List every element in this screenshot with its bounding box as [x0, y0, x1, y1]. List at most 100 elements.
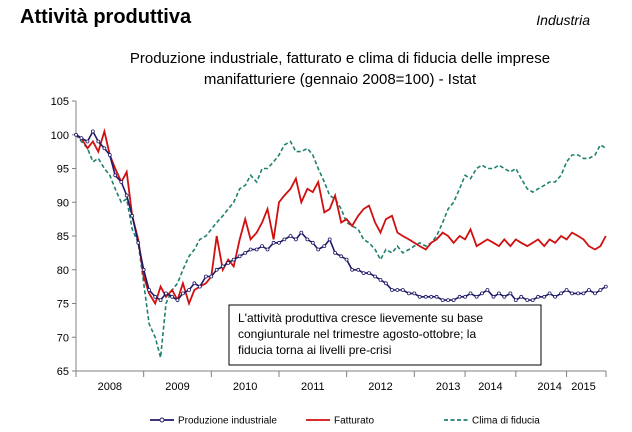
x-tick-label: 2011	[301, 381, 325, 393]
legend-label: Produzione industriale	[178, 416, 277, 427]
x-tick-label: 2014	[478, 381, 502, 393]
x-tick-label: 2015	[571, 381, 595, 393]
series-line-3	[75, 134, 607, 358]
series-point	[254, 247, 259, 252]
series-point	[271, 240, 276, 245]
y-tick-label: 100	[51, 130, 69, 142]
series-point	[378, 277, 383, 282]
series-point	[260, 244, 265, 249]
series-point	[220, 264, 225, 269]
series-point	[102, 146, 107, 151]
series-point	[119, 180, 124, 184]
y-tick-label: 70	[57, 332, 69, 344]
y-tick-label: 85	[57, 231, 69, 243]
chart-title-line-1: Produzione industriale, fatturato e clim…	[129, 50, 551, 67]
series-line-1	[75, 129, 607, 302]
series-point	[305, 237, 310, 242]
series-point	[187, 288, 191, 292]
series-point	[356, 267, 361, 272]
series-point	[231, 257, 236, 262]
annotation-box	[228, 304, 542, 366]
y-tick-label: 65	[57, 366, 69, 378]
series-point	[559, 291, 563, 296]
y-tick-label: 95	[57, 164, 69, 176]
series-point	[153, 294, 158, 299]
legend-label: Clima di fiducia	[472, 416, 540, 427]
series-point	[282, 237, 287, 242]
series-point	[333, 250, 338, 255]
series-point	[463, 294, 468, 299]
series-point	[107, 153, 112, 157]
series-point	[519, 294, 524, 299]
series-point	[248, 247, 253, 252]
series-point	[383, 281, 388, 286]
series-point	[513, 298, 518, 303]
series-point	[400, 288, 405, 292]
series-point	[226, 261, 231, 265]
series-point	[474, 294, 479, 299]
x-tick-label: 2012	[368, 381, 392, 393]
series-point	[214, 267, 219, 272]
series-point	[316, 247, 321, 252]
series-line-2	[75, 127, 607, 307]
series-point	[74, 132, 78, 137]
series-point	[525, 298, 530, 303]
series-point	[339, 254, 344, 259]
series-point	[175, 298, 180, 303]
series-point	[361, 271, 366, 276]
series-point	[327, 237, 332, 242]
y-tick-label: 80	[57, 265, 69, 277]
series-point	[288, 234, 293, 238]
series-point	[502, 294, 507, 299]
series-point	[373, 274, 378, 279]
series-point	[293, 237, 298, 242]
series-point	[79, 136, 84, 141]
series-point	[197, 284, 202, 289]
series-point	[587, 288, 591, 292]
series-point	[446, 298, 451, 303]
series-point	[417, 294, 422, 299]
series-point	[530, 298, 535, 303]
series-point	[209, 274, 214, 279]
series-point	[491, 294, 496, 299]
series-point	[147, 288, 152, 292]
series-point	[180, 291, 185, 296]
series-point	[192, 281, 197, 286]
series-point	[603, 284, 608, 289]
legend-label: Fatturato	[334, 416, 374, 427]
series-point	[576, 291, 580, 296]
series-point	[130, 213, 135, 218]
series-point	[508, 291, 513, 296]
series-point	[480, 291, 484, 296]
series-point	[468, 291, 473, 296]
series-point	[564, 288, 569, 292]
y-tick-label: 75	[57, 299, 69, 311]
page-title: Attività produttiva	[20, 6, 192, 28]
series-point	[170, 294, 175, 299]
x-tick-label: 2010	[233, 381, 257, 393]
series-point	[141, 267, 146, 272]
x-tick-label: 2009	[165, 381, 189, 393]
series-point	[124, 193, 129, 198]
series-point	[203, 274, 208, 279]
series-point	[536, 294, 540, 299]
x-tick-label: 2014	[537, 381, 561, 393]
series-point	[547, 291, 552, 296]
series-point	[299, 230, 304, 235]
y-tick-label: 90	[57, 197, 69, 209]
annotation-text: congiunturale nel trimestre agosto-ottob…	[238, 327, 476, 341]
series-point	[113, 173, 118, 178]
series-point	[158, 298, 163, 303]
series-point	[277, 240, 281, 245]
legend-marker	[159, 417, 165, 423]
series-point	[243, 250, 248, 255]
chart-title: Produzione industriale, fatturato e clim…	[60, 48, 620, 90]
series-point	[390, 288, 394, 292]
series-point	[598, 288, 603, 292]
series-point	[457, 294, 462, 299]
series-point	[406, 291, 411, 296]
series-point	[344, 257, 349, 262]
x-tick-label: 2008	[98, 381, 122, 393]
series-point	[581, 291, 586, 296]
